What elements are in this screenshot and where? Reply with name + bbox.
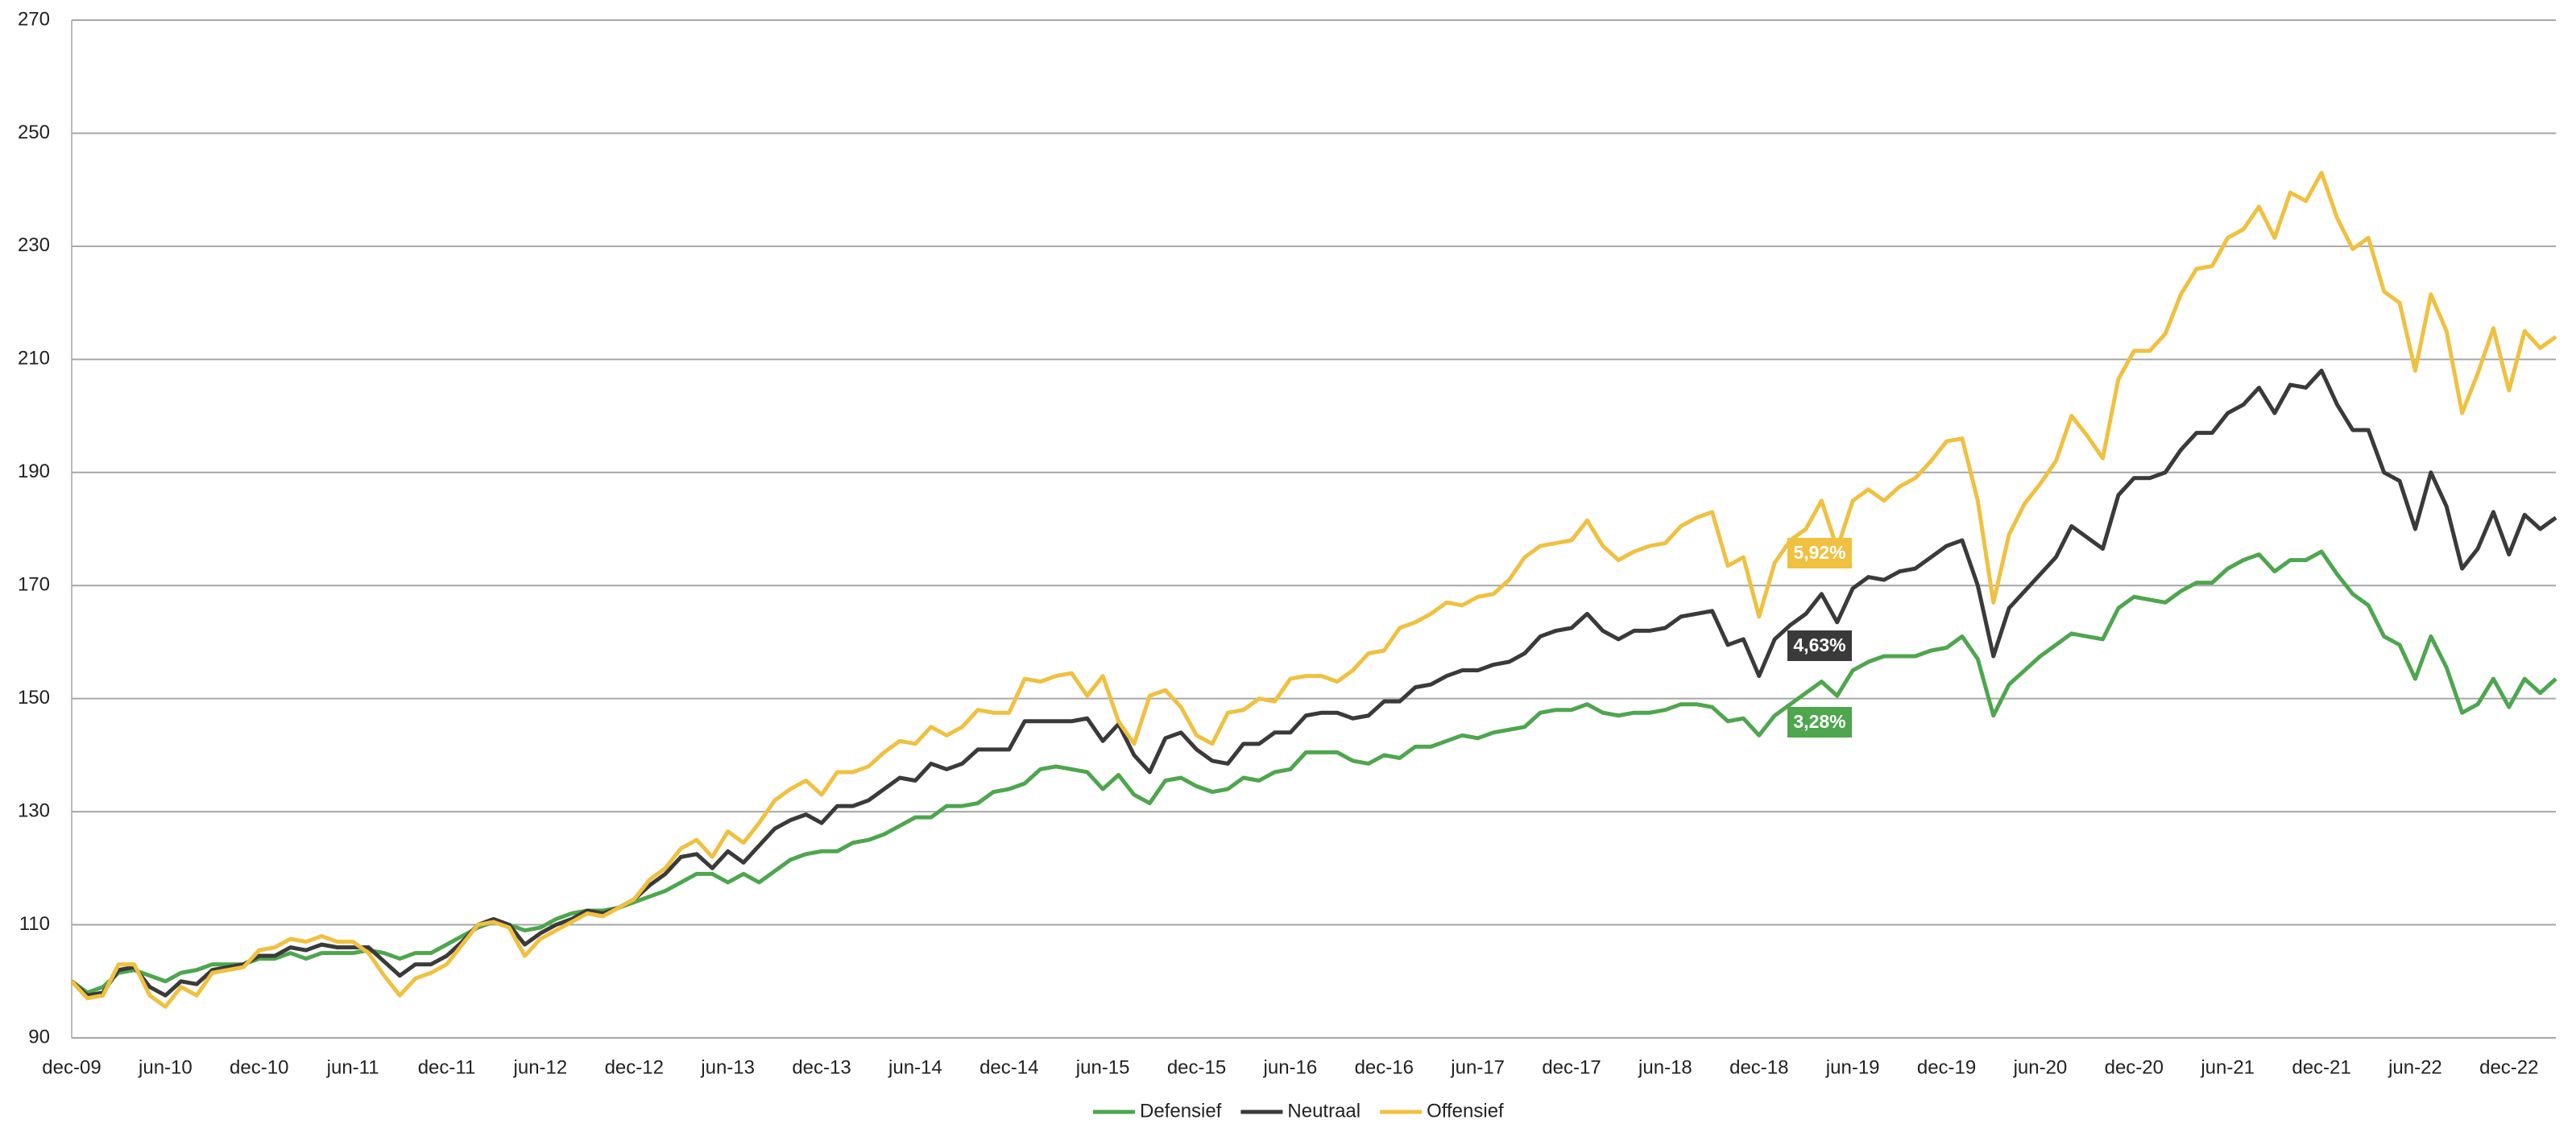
- x-tick-label: jun-21: [2200, 1056, 2255, 1078]
- x-tick-label: jun-11: [326, 1056, 379, 1078]
- x-tick-label: jun-12: [513, 1056, 568, 1078]
- x-tick-label: dec-16: [1355, 1056, 1414, 1078]
- legend-label: Defensief: [1140, 1100, 1222, 1122]
- y-tick-label: 230: [18, 234, 50, 256]
- x-tick-label: jun-18: [1638, 1056, 1692, 1078]
- x-tick-label: jun-15: [1075, 1056, 1130, 1078]
- y-tick-label: 110: [19, 913, 50, 935]
- x-tick-label: dec-18: [1729, 1056, 1788, 1078]
- series-line: [70, 171, 2557, 1009]
- annotation-label: 4,63%: [1793, 634, 1845, 655]
- legend-label: Offensief: [1427, 1100, 1504, 1122]
- x-tick-label: jun-22: [2388, 1056, 2442, 1078]
- series-line: [70, 368, 2557, 998]
- x-tick-label: jun-10: [138, 1056, 193, 1078]
- x-tick-label: jun-14: [888, 1056, 942, 1078]
- x-tick-label: dec-11: [418, 1056, 476, 1078]
- x-tick-label: dec-20: [2105, 1056, 2164, 1078]
- y-tick-label: 210: [18, 348, 50, 370]
- x-tick-label: dec-10: [230, 1056, 288, 1078]
- annotation-label: 5,92%: [1793, 542, 1845, 563]
- y-tick-label: 130: [18, 800, 50, 821]
- y-tick-label: 270: [18, 8, 50, 30]
- x-tick-label: jun-13: [700, 1056, 755, 1078]
- x-tick-label: jun-20: [2013, 1056, 2068, 1078]
- y-tick-label: 250: [18, 122, 50, 143]
- y-tick-label: 190: [18, 461, 50, 482]
- x-tick-label: dec-21: [2292, 1056, 2350, 1078]
- annotation-box: [1787, 538, 1852, 568]
- annotation-box: [1787, 630, 1852, 661]
- x-tick-label: jun-19: [1825, 1056, 1880, 1078]
- annotation-box: [1787, 707, 1852, 738]
- legend-label: Neutraal: [1287, 1100, 1360, 1122]
- x-tick-label: dec-09: [42, 1056, 101, 1078]
- y-tick-label: 150: [18, 687, 50, 709]
- y-tick-label: 90: [28, 1026, 50, 1048]
- annotation-label: 3,28%: [1793, 711, 1845, 732]
- x-tick-label: dec-17: [1542, 1056, 1601, 1078]
- x-tick-label: jun-16: [1263, 1056, 1318, 1078]
- y-tick-label: 170: [18, 574, 50, 596]
- x-tick-label: dec-22: [2479, 1056, 2538, 1078]
- x-tick-label: dec-12: [605, 1056, 664, 1078]
- x-tick-label: jun-17: [1450, 1056, 1505, 1078]
- x-tick-label: dec-13: [792, 1056, 851, 1078]
- x-tick-label: dec-19: [1917, 1056, 1976, 1078]
- series-line: [70, 549, 2557, 995]
- x-tick-label: dec-14: [979, 1056, 1038, 1078]
- x-tick-label: dec-15: [1167, 1056, 1226, 1078]
